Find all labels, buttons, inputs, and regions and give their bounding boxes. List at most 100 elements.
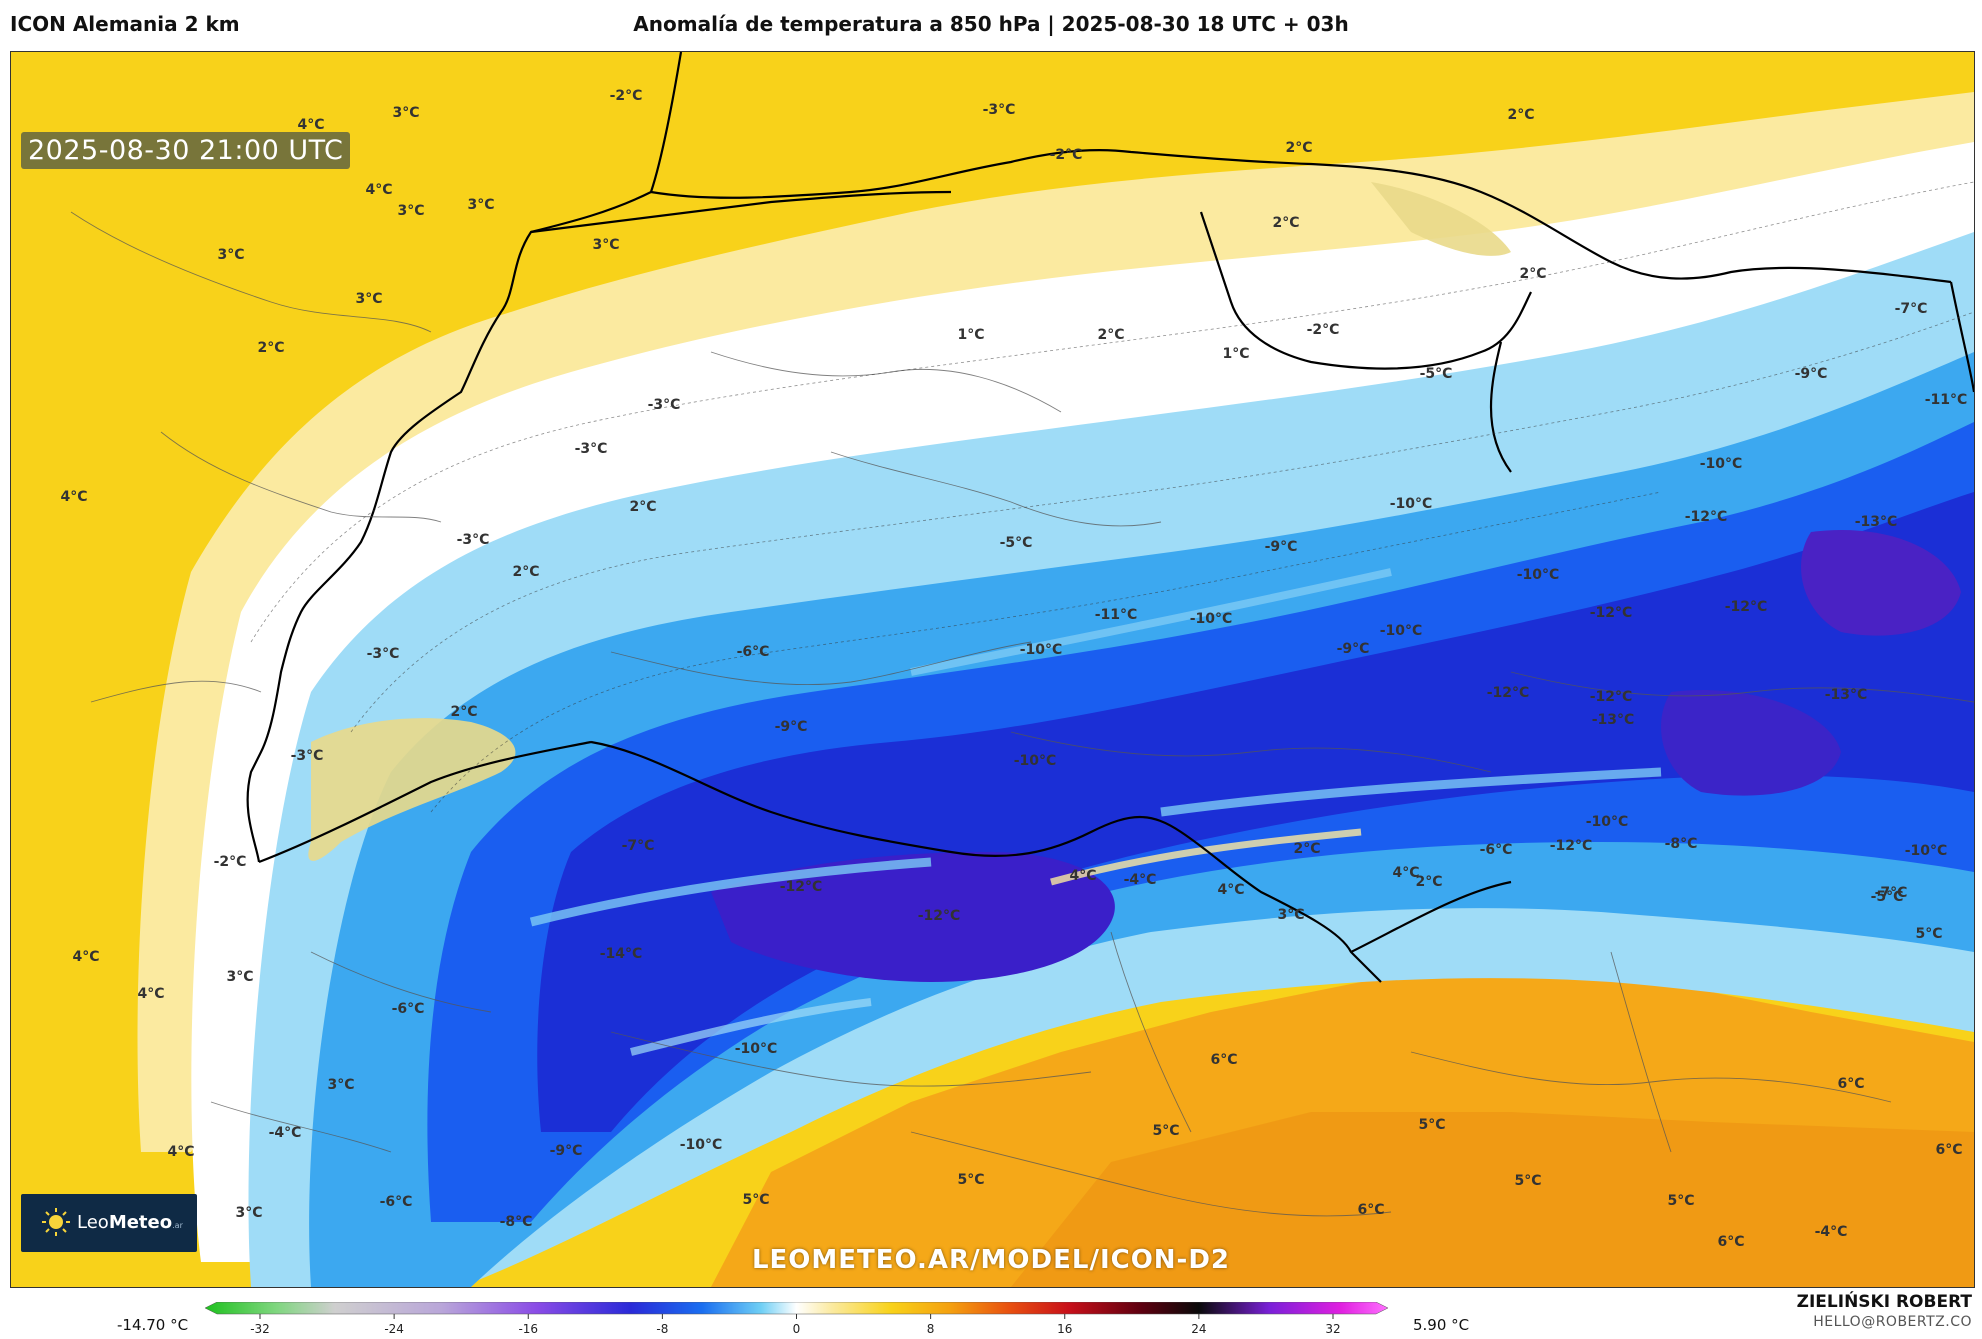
isotherm-label: -12°C [918,908,961,924]
map-title: Anomalía de temperatura a 850 hPa | 2025… [633,12,1349,36]
isotherm-label: -5°C [1871,889,1904,905]
author-credit: ZIELIŃSKI ROBERT [1796,1292,1972,1312]
isotherm-label: 4°C [137,986,164,1002]
temperature-anomaly-field: 4°C3°C-2°C-3°C 2°C4°C3°C 3°C3°C3°C3°C2°C2°… [11,52,1974,1287]
map-panel[interactable]: 4°C 3°C -2°C -3°C 2°C 4°C 3°C 3°C 3°C 3°C 3°C 2°C 2°… [10,51,1975,1288]
isotherm-label: -12°C [780,879,823,895]
isotherm-label: 4°C [297,117,324,133]
isotherm-label: -12°C [1590,689,1633,705]
isotherm-label: 3°C [1277,907,1304,923]
isotherm-label: 2°C [1272,215,1299,231]
isotherm-label: 2°C [1507,107,1534,123]
isotherm-label: 2°C [1285,140,1312,156]
colorbar-tick-label: -8 [656,1322,668,1336]
isotherm-label: -7°C [622,838,655,854]
isotherm-label: -4°C [1124,872,1157,888]
isotherm-label: -11°C [1925,392,1968,408]
leometeo-logo[interactable]: LeoMeteo.ar [21,1194,197,1252]
isotherm-label: 4°C [1392,865,1419,881]
logo-brand-suffix: .ar [172,1221,183,1230]
isotherm-label: -9°C [1337,641,1370,657]
isotherm-label: -8°C [500,1214,533,1230]
isotherm-label: 6°C [1717,1234,1744,1250]
logo-brand-bold: Meteo [108,1212,173,1233]
isotherm-label: 3°C [355,291,382,307]
isotherm-label: -4°C [269,1125,302,1141]
isotherm-label: -12°C [1550,838,1593,854]
isotherm-label: -10°C [1700,456,1743,472]
header-bar: ICON Alemania 2 km Anomalía de temperatu… [0,0,1982,50]
isotherm-label: -7°C [1895,301,1928,317]
isotherm-label: 5°C [1915,926,1942,942]
isotherm-label: 4°C [72,949,99,965]
isotherm-label: -9°C [550,1143,583,1159]
isotherm-label: 2°C [450,704,477,720]
isotherm-label: -6°C [392,1001,425,1017]
isotherm-label: -9°C [1265,539,1298,555]
colorbar-tick-label: 8 [927,1322,935,1336]
isotherm-label: -12°C [1590,605,1633,621]
isotherm-label: -2°C [1050,147,1083,163]
logo-wordmark: LeoMeteo.ar [77,1212,183,1233]
colorbar-min-label: -14.70 °C [117,1316,189,1334]
isotherm-label: -6°C [380,1194,413,1210]
isotherm-label: 1°C [957,327,984,343]
isotherm-label: -10°C [1586,814,1629,830]
isotherm-label: 5°C [957,1172,984,1188]
colorbar-tick-label: -32 [250,1322,270,1336]
isotherm-label: 6°C [1357,1202,1384,1218]
isotherm-label: -10°C [680,1137,723,1153]
isotherm-label: 3°C [327,1077,354,1093]
isotherm-label: -13°C [1825,687,1868,703]
isotherm-label: -6°C [1480,842,1513,858]
isotherm-label: -10°C [1190,611,1233,627]
colorbar-tick-label: -16 [518,1322,538,1336]
isotherm-label: 4°C [1217,882,1244,898]
isotherm-label: 4°C [365,182,392,198]
isotherm-label: 5°C [1514,1173,1541,1189]
isotherm-label: 2°C [1293,841,1320,857]
colorbar-tick-label: -24 [384,1322,404,1336]
site-watermark: LEOMETEO.AR/MODEL/ICON-D2 [751,1245,1231,1275]
author-email[interactable]: HELLO@ROBERTZ.CO [1813,1314,1972,1330]
isotherm-label: 4°C [167,1144,194,1160]
isotherm-label: -5°C [1000,535,1033,551]
isotherm-label: -8°C [1665,836,1698,852]
model-name: ICON Alemania 2 km [10,12,240,36]
colorbar: -14.70 °C [0,1290,1982,1339]
isotherm-label: 1°C [1222,346,1249,362]
isotherm-label: -10°C [1380,623,1423,639]
isotherm-label: 3°C [392,105,419,121]
colorbar-tick-label: 32 [1325,1322,1340,1336]
isotherm-label: -12°C [1685,509,1728,525]
isotherm-label: 2°C [1519,266,1546,282]
isotherm-label: 2°C [1097,327,1124,343]
isotherm-label: 6°C [1210,1052,1237,1068]
isotherm-label: -3°C [983,102,1016,118]
colorbar-max-label: 5.90 °C [1413,1316,1470,1334]
isotherm-label: -10°C [1905,843,1948,859]
isotherm-label: 3°C [592,237,619,253]
isotherm-label: -3°C [367,646,400,662]
isotherm-label: -12°C [1487,685,1530,701]
isotherm-label: -6°C [737,644,770,660]
logo-brand-light: Leo [77,1212,109,1233]
isotherm-label: 4°C [60,489,87,505]
isotherm-label: 5°C [1667,1193,1694,1209]
isotherm-label: 2°C [629,499,656,515]
isotherm-label: -5°C [1420,366,1453,382]
isotherm-label: -10°C [735,1041,778,1057]
isotherm-label: -3°C [575,441,608,457]
isotherm-label: -10°C [1390,496,1433,512]
isotherm-label: -2°C [1307,322,1340,338]
isotherm-label: 5°C [1418,1117,1445,1133]
colorbar-tick-label: 16 [1057,1322,1072,1336]
isotherm-label: 2°C [512,564,539,580]
isotherm-label: -3°C [457,532,490,548]
colorbar-scale: -32 -24 -16 -8 0 8 16 24 32 [205,1302,1388,1336]
isotherm-label: -14°C [600,946,643,962]
isotherm-label: 5°C [1152,1123,1179,1139]
isotherm-label: -2°C [214,854,247,870]
isotherm-label: -10°C [1517,567,1560,583]
isotherm-label: 4°C [1069,868,1096,884]
